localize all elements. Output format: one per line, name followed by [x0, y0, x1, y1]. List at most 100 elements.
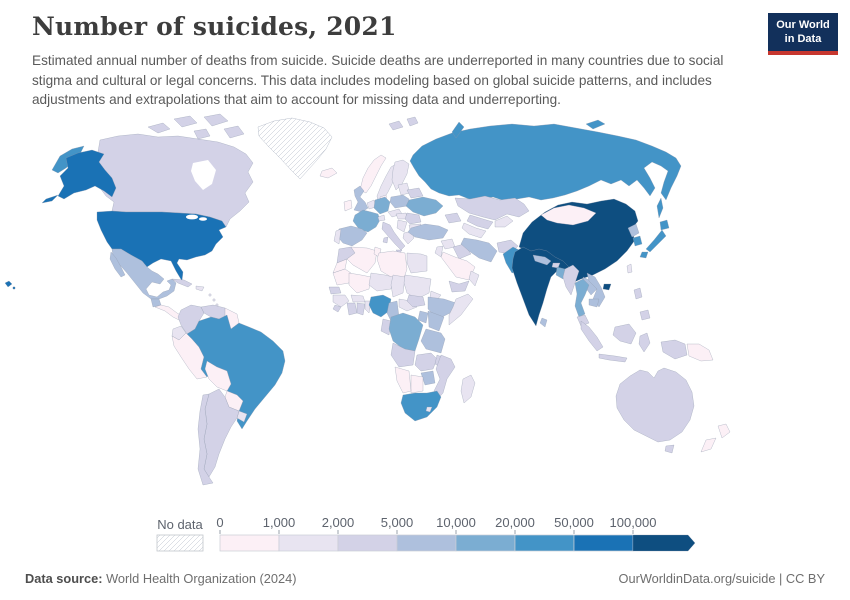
map-country[interactable] [414, 352, 438, 372]
map-country[interactable] [377, 214, 386, 222]
map-country[interactable] [400, 390, 442, 422]
map-country[interactable] [448, 293, 474, 326]
map-country[interactable] [451, 121, 465, 139]
legend-bin-swatch[interactable] [278, 534, 339, 552]
map-country[interactable] [612, 323, 637, 345]
legend-no-data-swatch[interactable] [156, 534, 204, 552]
map-country[interactable] [656, 197, 664, 219]
map-country[interactable] [532, 254, 552, 266]
map-country[interactable] [195, 285, 205, 292]
map-country[interactable] [615, 367, 695, 443]
map-country[interactable] [380, 318, 392, 336]
map-country[interactable] [440, 251, 476, 281]
map-country[interactable] [346, 302, 358, 316]
map-country[interactable] [368, 294, 392, 318]
map-country[interactable] [350, 294, 366, 303]
map-country[interactable] [406, 252, 428, 274]
map-country[interactable] [645, 229, 667, 253]
map-country[interactable] [410, 374, 424, 394]
map-country[interactable] [580, 320, 604, 352]
map-country[interactable] [638, 332, 651, 353]
map-country[interactable] [602, 283, 612, 291]
map-country[interactable] [4, 280, 13, 288]
map-country[interactable] [660, 339, 688, 360]
map-country[interactable] [388, 312, 424, 352]
legend-bin-swatch[interactable] [219, 534, 280, 552]
map-country[interactable] [147, 122, 171, 134]
map-country[interactable] [332, 294, 350, 308]
legend-bin-swatch[interactable] [632, 534, 696, 552]
map-country[interactable] [409, 123, 682, 202]
map-country[interactable] [633, 287, 643, 300]
map-country[interactable] [403, 274, 432, 300]
map-country[interactable] [440, 238, 456, 250]
map-country[interactable] [373, 196, 391, 215]
map-country[interactable] [397, 182, 411, 196]
map-country[interactable] [390, 274, 406, 298]
map-country[interactable] [348, 272, 372, 294]
map-country[interactable] [639, 309, 651, 321]
map-country[interactable] [346, 246, 378, 274]
map-country[interactable] [588, 298, 600, 308]
map-country[interactable] [353, 185, 369, 213]
map-country[interactable] [352, 209, 381, 233]
map-country[interactable] [111, 248, 177, 300]
map-country[interactable] [405, 196, 444, 217]
map-country[interactable] [540, 204, 597, 226]
map-country[interactable] [574, 278, 590, 318]
map-country[interactable] [333, 228, 342, 245]
legend-bin-swatch[interactable] [455, 534, 516, 552]
map-country[interactable] [448, 280, 470, 293]
map-country[interactable] [186, 314, 286, 430]
license-link[interactable]: OurWorldinData.org/suicide | CC BY [618, 571, 826, 586]
map-country[interactable] [343, 199, 353, 212]
map-country[interactable] [109, 251, 126, 278]
map-country[interactable] [639, 251, 649, 259]
map-country[interactable] [12, 286, 16, 290]
map-country[interactable] [555, 266, 566, 280]
legend-bin-swatch[interactable] [514, 534, 575, 552]
map-country[interactable] [388, 120, 404, 131]
map-country[interactable] [717, 423, 731, 439]
map-country[interactable] [197, 393, 214, 486]
map-country[interactable] [381, 221, 406, 251]
map-country[interactable] [171, 278, 193, 288]
map-country[interactable] [390, 342, 416, 368]
map-country[interactable] [460, 237, 498, 263]
map-country[interactable] [356, 302, 366, 316]
map-country[interactable] [425, 406, 433, 413]
map-country[interactable] [382, 236, 389, 244]
map-country[interactable] [41, 194, 59, 204]
map-country[interactable] [562, 264, 580, 296]
map-country[interactable] [368, 272, 394, 292]
map-country[interactable] [193, 128, 211, 140]
map-country[interactable] [420, 328, 446, 354]
legend-bin-swatch[interactable] [337, 534, 398, 552]
map-country[interactable] [664, 444, 675, 454]
map-country[interactable] [332, 304, 342, 313]
map-country[interactable] [173, 115, 198, 128]
map-country[interactable] [223, 125, 245, 139]
legend-bin-swatch[interactable] [573, 534, 634, 552]
map-country[interactable] [686, 343, 714, 362]
map-country[interactable] [420, 370, 436, 386]
map-country[interactable] [659, 219, 670, 231]
map-country[interactable] [468, 270, 480, 287]
map-country[interactable] [212, 298, 216, 302]
map-country[interactable] [454, 195, 530, 221]
map-country[interactable] [427, 310, 445, 332]
map-country[interactable] [417, 310, 429, 324]
map-country[interactable] [586, 272, 606, 308]
map-country[interactable] [598, 353, 628, 363]
map-country[interactable] [626, 263, 633, 274]
map-country[interactable] [494, 215, 514, 228]
map-country[interactable] [406, 116, 419, 127]
legend-bin-swatch[interactable] [396, 534, 457, 552]
map-country[interactable] [466, 214, 494, 230]
map-country[interactable] [407, 223, 449, 241]
map-country[interactable] [396, 219, 408, 233]
owid-logo[interactable]: Our World in Data [768, 13, 838, 55]
map-country[interactable] [444, 212, 462, 224]
map-country[interactable] [328, 286, 342, 295]
map-country[interactable] [203, 113, 229, 127]
